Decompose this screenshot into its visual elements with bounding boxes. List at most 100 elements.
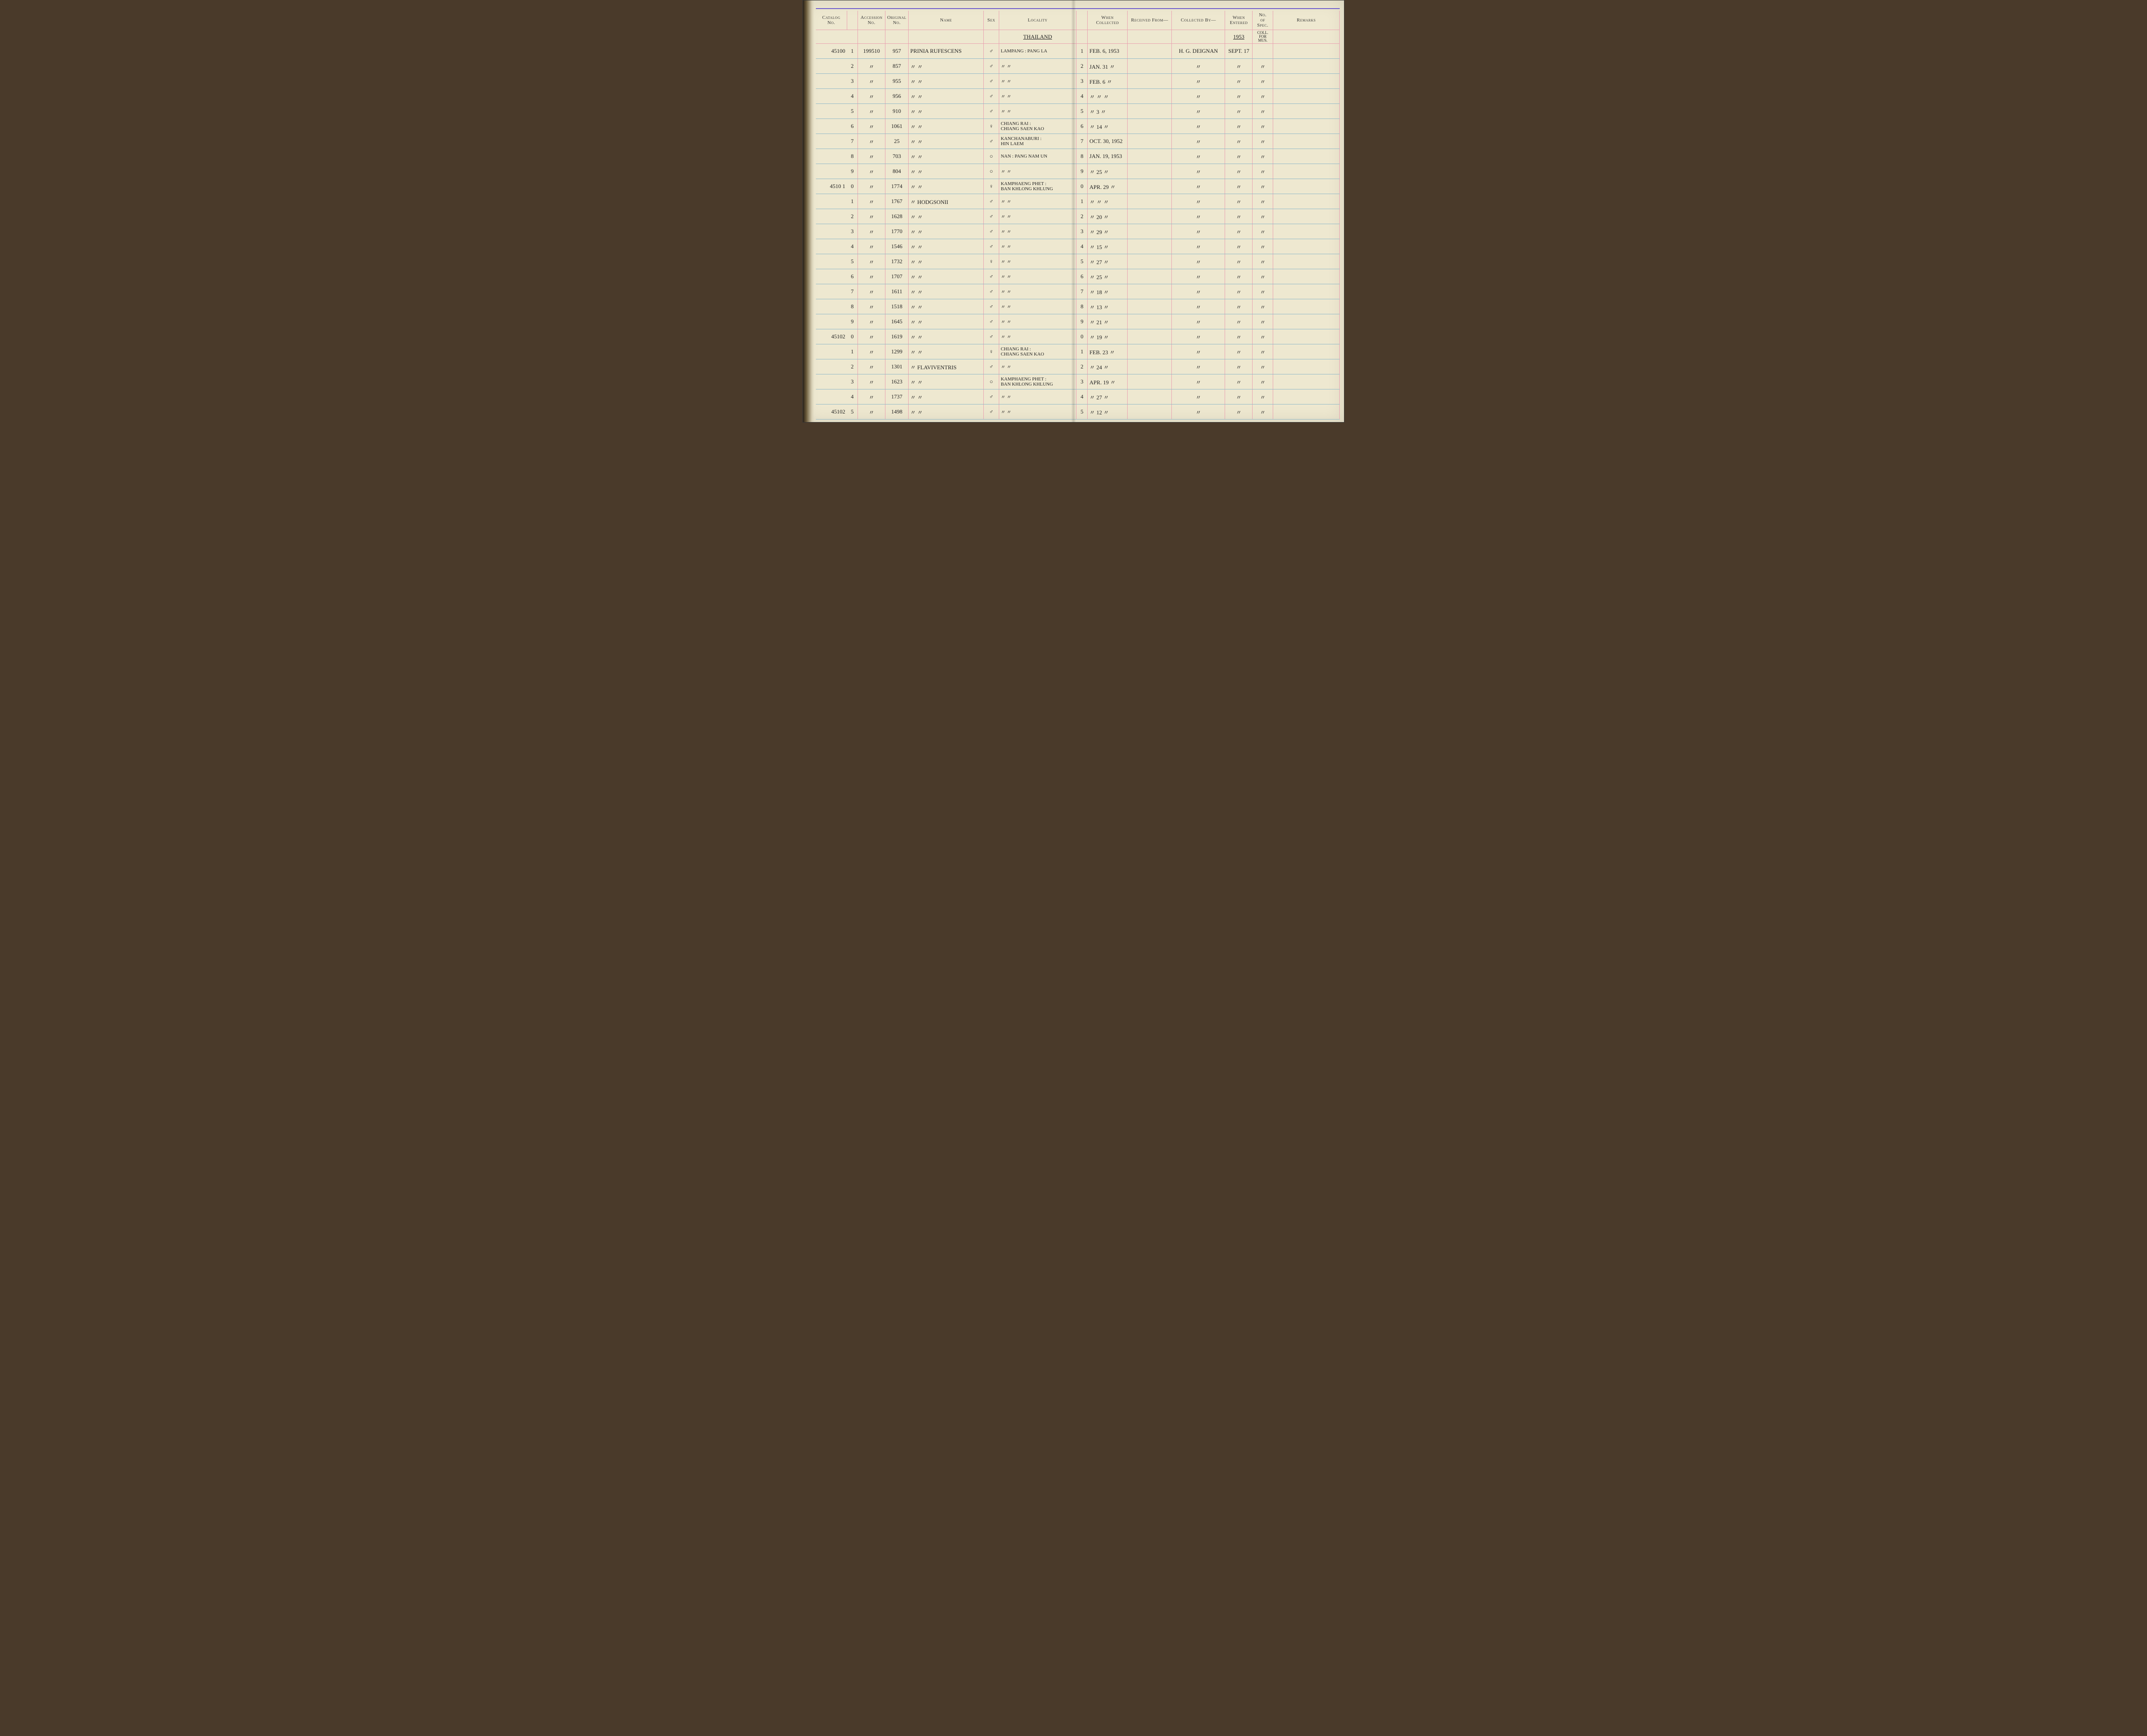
- cell-subno2: 4: [1077, 239, 1088, 254]
- cell-original: 857: [885, 59, 909, 74]
- cell-collectedby: 〃: [1172, 164, 1225, 179]
- cell-catalog: [816, 164, 847, 179]
- cell-spec: 〃: [1253, 194, 1273, 209]
- cell-spec: 〃: [1253, 254, 1273, 269]
- cell-remarks: [1273, 59, 1339, 74]
- cell-received: [1128, 239, 1172, 254]
- cell-remarks: [1273, 254, 1339, 269]
- cell-collectedby: 〃: [1172, 194, 1225, 209]
- cell-collected: 〃 21 〃: [1088, 314, 1128, 329]
- cell-spec: 〃: [1253, 239, 1273, 254]
- cell-original: 910: [885, 104, 909, 119]
- cell-subno2: 2: [1077, 209, 1088, 224]
- table-row: 3〃955〃 〃♂〃 〃3FEB. 6 〃〃〃〃: [816, 74, 1340, 89]
- cell-collected: JAN. 19, 1953: [1088, 149, 1128, 164]
- cell-entered: 〃: [1225, 149, 1253, 164]
- cell-accession: 〃: [858, 224, 885, 239]
- cell-accession: 〃: [858, 254, 885, 269]
- table-row: 3〃1770〃 〃♂〃 〃3〃 29 〃〃〃〃: [816, 224, 1340, 239]
- cell-accession: 〃: [858, 239, 885, 254]
- table-row: 3〃1623〃 〃○KAMPHAENG PHET : BAN KHLONG KH…: [816, 374, 1340, 389]
- cell-original: 1707: [885, 269, 909, 284]
- cell-accession: 〃: [858, 104, 885, 119]
- cell-subno: 5: [847, 254, 858, 269]
- cell-collectedby: 〃: [1172, 299, 1225, 314]
- cell-subno2: 2: [1077, 359, 1088, 374]
- cell-entered: 〃: [1225, 314, 1253, 329]
- cell-subno2: 6: [1077, 119, 1088, 134]
- cell-entered: SEPT. 17: [1225, 44, 1253, 59]
- cell-received: [1128, 194, 1172, 209]
- cell-subno2: 8: [1077, 149, 1088, 164]
- cell-entered: 〃: [1225, 104, 1253, 119]
- cell-name: 〃 HODGSONII: [908, 194, 984, 209]
- cell-remarks: [1273, 44, 1339, 59]
- cell-subno2: 4: [1077, 89, 1088, 104]
- cell-original: 957: [885, 44, 909, 59]
- cell-collected: 〃 19 〃: [1088, 329, 1128, 344]
- cell-subno2: 5: [1077, 104, 1088, 119]
- table-row: 5〃910〃 〃♂〃 〃5〃 3 〃〃〃〃: [816, 104, 1340, 119]
- cell-original: 1498: [885, 404, 909, 420]
- cell-locality: 〃 〃: [999, 59, 1077, 74]
- cell-sex: ♀: [984, 254, 999, 269]
- cell-entered: 〃: [1225, 89, 1253, 104]
- cell-collectedby: H. G. DEIGNAN: [1172, 44, 1225, 59]
- cell-subno: 7: [847, 284, 858, 299]
- cell-accession: 〃: [858, 269, 885, 284]
- cell-spec: 〃: [1253, 389, 1273, 404]
- table-row: 6〃1061〃 〃♀CHIANG RAI : CHIANG SAEN KAO6〃…: [816, 119, 1340, 134]
- cell-collectedby: 〃: [1172, 374, 1225, 389]
- table-row: 4510 10〃1774〃 〃♀KAMPHAENG PHET : BAN KHL…: [816, 179, 1340, 194]
- cell-catalog: [816, 74, 847, 89]
- cell-remarks: [1273, 149, 1339, 164]
- cell-catalog: [816, 299, 847, 314]
- cell-collected: FEB. 6, 1953: [1088, 44, 1128, 59]
- ledger-spread: Catalog No.Accession No.Original No.Name…: [803, 0, 1344, 423]
- cell-received: [1128, 164, 1172, 179]
- cell-sex: ♀: [984, 179, 999, 194]
- cell-remarks: [1273, 374, 1339, 389]
- cell-received: [1128, 89, 1172, 104]
- cell-name: 〃 〃: [908, 164, 984, 179]
- cell-collectedby: 〃: [1172, 224, 1225, 239]
- cell-collected: 〃 13 〃: [1088, 299, 1128, 314]
- cell-subno: 5: [847, 404, 858, 420]
- cell-name: 〃 〃: [908, 134, 984, 149]
- cell-name: PRINIA RUFESCENS: [908, 44, 984, 59]
- cell-spec: 〃: [1253, 74, 1273, 89]
- cell-accession: 〃: [858, 74, 885, 89]
- cell-spec: [1253, 44, 1273, 59]
- cell-subno2: 8: [1077, 299, 1088, 314]
- cell-subno: 4: [847, 239, 858, 254]
- cell-entered: 〃: [1225, 389, 1253, 404]
- cell-accession: 〃: [858, 359, 885, 374]
- cell-accession: 〃: [858, 89, 885, 104]
- cell-entered: 〃: [1225, 119, 1253, 134]
- cell-sex: ♂: [984, 329, 999, 344]
- cell-collected: 〃 25 〃: [1088, 269, 1128, 284]
- cell-entered: 〃: [1225, 134, 1253, 149]
- cell-collectedby: 〃: [1172, 119, 1225, 134]
- cell-subno2: 3: [1077, 74, 1088, 89]
- cell-collected: 〃 14 〃: [1088, 119, 1128, 134]
- cell-subno: 5: [847, 104, 858, 119]
- cell-collected: 〃 24 〃: [1088, 359, 1128, 374]
- cell-collectedby: 〃: [1172, 269, 1225, 284]
- cell-subno2: 4: [1077, 389, 1088, 404]
- table-row: 5〃1732〃 〃♀〃 〃5〃 27 〃〃〃〃: [816, 254, 1340, 269]
- cell-spec: 〃: [1253, 209, 1273, 224]
- cell-collected: 〃 15 〃: [1088, 239, 1128, 254]
- cell-spec: 〃: [1253, 164, 1273, 179]
- cell-sex: ♂: [984, 104, 999, 119]
- cell-collectedby: 〃: [1172, 89, 1225, 104]
- col-name: Name: [908, 11, 984, 30]
- cell-subno: 1: [847, 44, 858, 59]
- cell-collectedby: 〃: [1172, 104, 1225, 119]
- cell-spec: 〃: [1253, 179, 1273, 194]
- cell-collected: 〃 25 〃: [1088, 164, 1128, 179]
- cell-subno: 2: [847, 59, 858, 74]
- cell-subno2: 9: [1077, 314, 1088, 329]
- cell-received: [1128, 344, 1172, 359]
- cell-original: 1774: [885, 179, 909, 194]
